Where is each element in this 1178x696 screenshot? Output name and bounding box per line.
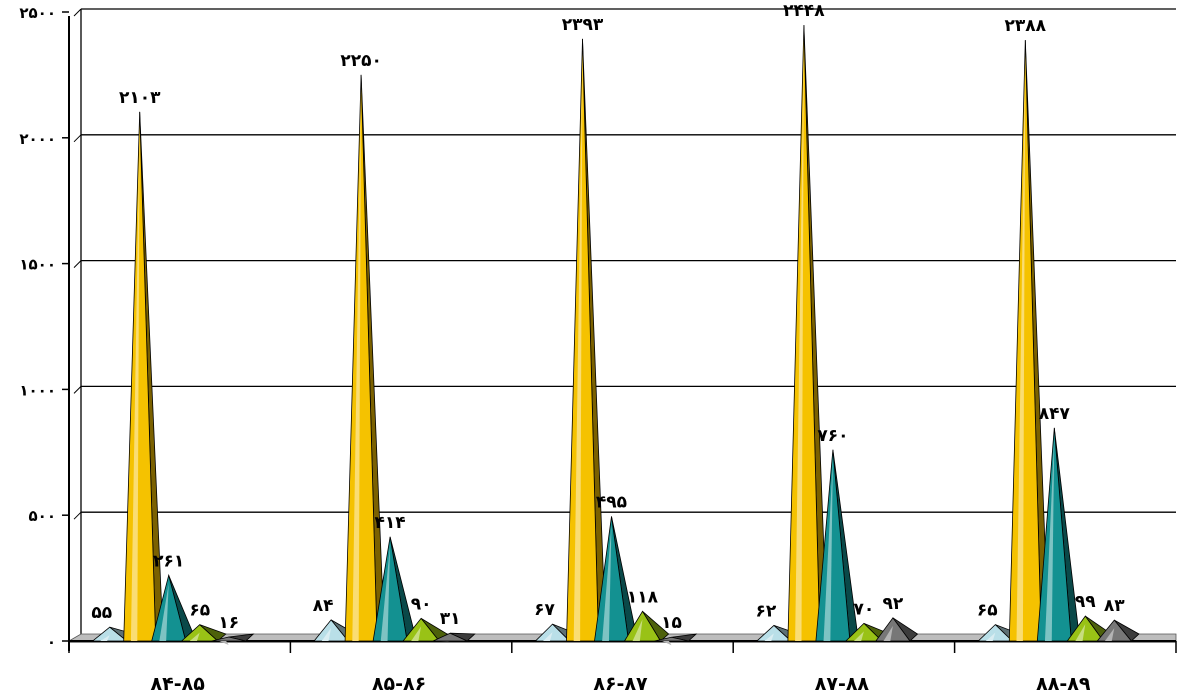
pyramid-face: [1008, 40, 1042, 642]
pyramid-highlight: [764, 633, 774, 641]
pyramid-face: [91, 626, 128, 642]
pyramid-face: [755, 624, 792, 642]
data-label: ۲۳۸۸: [1005, 16, 1047, 36]
y-tick-label: ۲۵۰۰: [19, 4, 56, 22]
data-label: ۲۶۱: [153, 551, 184, 571]
pyramid-face: [815, 449, 851, 642]
pyramid-face: [844, 622, 883, 642]
pyramid-highlight: [189, 632, 200, 641]
data-label: ۸۴۷: [1039, 404, 1071, 424]
pyramid-face: [534, 623, 571, 642]
pyramid-face: [787, 25, 821, 642]
data-label: ۲۳۹۳: [562, 15, 604, 35]
pyramid-highlight: [1104, 628, 1115, 641]
data-label: ۱۶: [218, 613, 239, 633]
pyramid-highlight: [411, 626, 422, 641]
pyramid-face: [623, 610, 662, 642]
data-label: ۷۶۰: [817, 426, 848, 446]
data-label: ۹۹: [1075, 592, 1096, 612]
pyramid-highlight: [380, 544, 391, 641]
pyramid-highlight: [883, 625, 893, 641]
gridline-slant: [73, 386, 82, 394]
data-label: ۲۲۵۰: [340, 51, 382, 71]
pyramid-highlight: [130, 119, 140, 642]
pyramid-face: [372, 536, 408, 642]
pyramid-face: [211, 636, 246, 642]
data-label: ۱۱۸: [627, 587, 659, 607]
x-category-label: ۸۸-۸۹: [1036, 673, 1091, 695]
data-label: ۶۵: [977, 601, 998, 621]
pyramid-highlight: [321, 627, 332, 641]
y-tick-label: ۲۰۰۰: [19, 130, 56, 148]
pyramid-highlight: [795, 33, 804, 642]
pyramid-highlight: [602, 524, 612, 641]
pyramid-face: [180, 624, 219, 642]
pyramid-highlight: [1016, 48, 1026, 641]
data-label: ۷۰: [854, 599, 875, 619]
data-labels: ۵۵ ۸۴ ۶۷ ۶۲ ۶۵ ۲۱۰۳ ۲۲۵۰ ۲۳۹۳ ۲۴۴۸ ۲۳۸۸ ۲۶۱ ۴۱۴ ۴۹۵ ۷…: [91, 1, 1125, 633]
y-tick-label: ۰: [47, 633, 56, 651]
pyramid-face: [313, 619, 349, 642]
pyramid-highlight: [352, 82, 362, 641]
gridline-slant: [73, 511, 82, 520]
data-label: ۶۲: [756, 601, 777, 621]
pyramid-highlight: [573, 46, 583, 641]
data-marks: [91, 25, 1140, 646]
pyramid-face: [977, 624, 1014, 642]
pyramid-highlight: [100, 635, 110, 641]
y-tick-label: ۵۰۰: [29, 507, 56, 525]
pyramid-face: [402, 617, 440, 642]
pyramid-face: [875, 617, 911, 642]
axes: ۰ ۵۰۰ ۱۰۰۰ ۱۵۰۰ ۲۰۰۰ ۲۵۰۰ ۸۴-۸۵ ۸۵-۸۶ ۸۶-۸۷ ۸۷-۸۸…: [19, 4, 1177, 695]
pyramid-highlight: [219, 641, 229, 645]
pyramid-highlight: [159, 583, 169, 641]
data-label: ۹۰: [411, 594, 432, 614]
pyramid-face: [566, 38, 599, 642]
pyramid-face: [654, 636, 689, 642]
data-label: ۲۴۴۸: [783, 1, 825, 21]
gridline-slant: [73, 134, 82, 143]
x-category-label: ۸۵-۸۶: [372, 673, 426, 695]
pyramid-highlight: [543, 632, 553, 641]
data-label: ۴۱۴: [375, 513, 406, 533]
pyramid-highlight: [1075, 624, 1086, 641]
pyramid-highlight: [662, 641, 672, 646]
pyramid-face: [1096, 619, 1133, 642]
x-category-label: ۸۶-۸۷: [593, 673, 648, 695]
pyramid-highlight: [823, 457, 833, 641]
data-label: ۴۹۵: [596, 492, 627, 512]
gridlines: [73, 8, 1176, 634]
gridline-slant: [73, 260, 82, 268]
x-category-label: ۸۴-۸۵: [151, 673, 206, 695]
data-label: ۳۱: [440, 609, 461, 629]
pyramid-face: [123, 111, 157, 642]
pyramid-highlight: [632, 619, 643, 641]
pyramid-face: [1036, 427, 1072, 642]
gridline-slant: [73, 8, 82, 17]
pyramid-face: [1066, 615, 1105, 642]
data-label: ۸۴: [313, 596, 334, 616]
pyramid-face: [594, 516, 629, 642]
pyramid-face: [432, 632, 468, 642]
data-label: ۶۷: [534, 600, 555, 620]
pyramid-face: [151, 573, 187, 642]
y-tick-label: ۱۰۰۰: [19, 381, 56, 399]
pyramid-face: [344, 74, 378, 642]
data-label: ۸۳: [1104, 596, 1125, 616]
pyramid-highlight: [985, 632, 996, 641]
pyramid-highlight: [1044, 435, 1055, 641]
x-category-label: ۸۷-۸۸: [815, 673, 870, 695]
data-label: ۱۵: [661, 613, 682, 633]
pyramid-highlight: [854, 631, 864, 641]
data-label: ۲۱۰۳: [119, 88, 161, 108]
data-label: ۹۲: [883, 594, 904, 614]
data-label: ۵۵: [91, 603, 112, 623]
y-tick-label: ۱۵۰۰: [19, 256, 56, 274]
data-label: ۶۵: [189, 601, 210, 621]
